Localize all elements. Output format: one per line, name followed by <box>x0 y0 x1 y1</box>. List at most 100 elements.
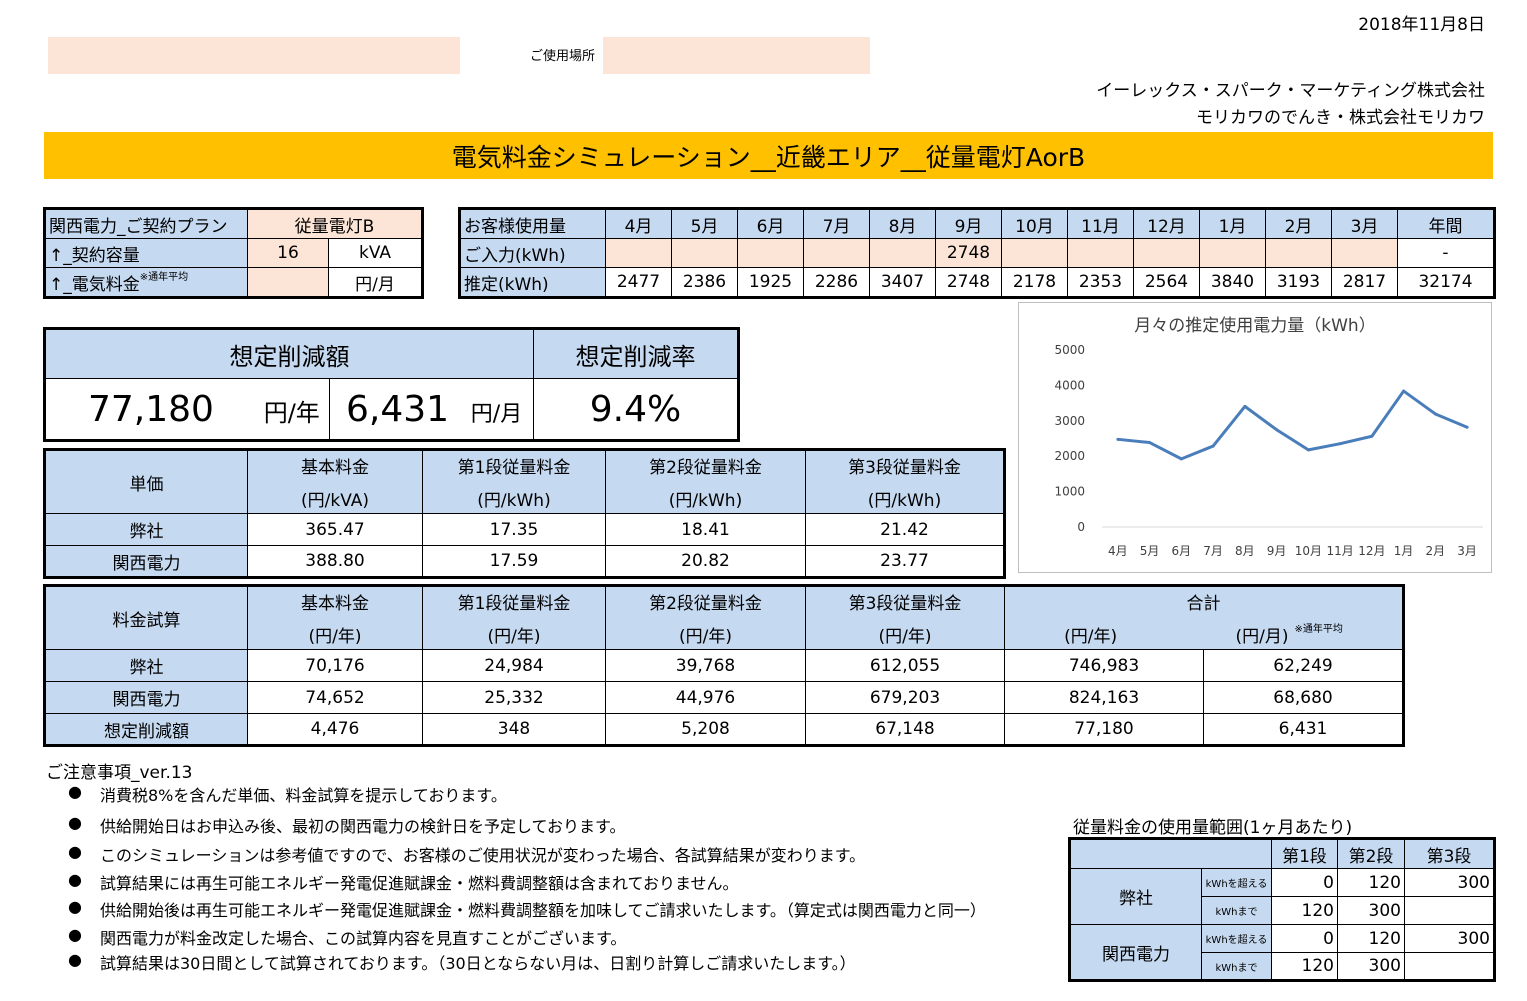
range-header: 第1段 <box>1271 838 1338 869</box>
usage-input-total: - <box>1397 238 1495 268</box>
issue-date: 2018年11月8日 <box>1358 15 1485 35</box>
table-cell: 300 <box>1337 896 1405 925</box>
table-cell: 62,249 <box>1202 649 1405 682</box>
usage-input-cell[interactable] <box>803 238 870 268</box>
month-header: 4月 <box>605 208 672 239</box>
year-header: 年間 <box>1397 208 1495 239</box>
bill-value[interactable] <box>247 267 329 298</box>
usage-estimate-row: 推定(kWh) 2477 2386 1925 2286 3407 2748 21… <box>459 267 1495 298</box>
data-point <box>1338 442 1342 446</box>
data-point <box>1116 437 1120 441</box>
table-cell: 18.41 <box>605 513 806 546</box>
data-point <box>1402 389 1406 393</box>
fee-calc-corner: 料金試算 <box>44 585 248 650</box>
plan-value[interactable]: 従量電灯B <box>246 208 424 239</box>
bullet-icon: ● <box>68 897 82 916</box>
table-cell: 120 <box>1271 952 1338 981</box>
place-label: ご使用場所 <box>530 49 596 64</box>
savings-yearly-unit: 円/年 <box>263 398 320 427</box>
unit-price-table: 単価 基本料金 (円/kVA) 第1段従量料金 (円/kWh) 第2段従量料金 (円/… <box>43 448 1006 579</box>
month-header: 2月 <box>1265 208 1332 239</box>
page-title: 電気料金シミュレーション__近畿エリア__従量電灯AorB <box>451 142 1086 172</box>
month-header: 7月 <box>803 208 870 239</box>
usage-estimate-cell: 2748 <box>935 267 1002 298</box>
usage-estimate-cell: 2564 <box>1133 267 1200 298</box>
table-cell: 74,652 <box>247 681 423 714</box>
table-cell: 77,180 <box>1004 713 1204 746</box>
usage-chart-panel: 月々の推定使用電力量（kWh） 0 1000 2000 3000 4000 5000 4月 5… <box>1018 302 1492 573</box>
y-tick-label: 2000 <box>1054 449 1085 463</box>
table-cell: 365.47 <box>247 513 423 546</box>
customer-name-field <box>48 37 460 74</box>
row-label: 関西電力 <box>1069 924 1202 981</box>
table-cell: 6,431 <box>1202 713 1405 746</box>
usage-input-cell[interactable] <box>1067 238 1134 268</box>
usage-input-cell[interactable] <box>737 238 804 268</box>
usage-input-cell[interactable] <box>1199 238 1266 268</box>
fee-calc-header: 基本料金 (円/年) <box>247 585 423 650</box>
usage-estimate-cell: 2178 <box>1001 267 1068 298</box>
month-header: 11月 <box>1067 208 1134 239</box>
x-tick-label: 2月 <box>1426 544 1446 558</box>
usage-header-label: お客様使用量 <box>459 208 606 239</box>
table-row: kWhまで 120 300 <box>1070 896 1495 925</box>
table-cell: 300 <box>1404 868 1495 897</box>
table-cell: 120 <box>1337 924 1405 953</box>
table-row: 関西電力 74,652 25,332 44,976 679,203 824,16… <box>44 681 1405 714</box>
data-point <box>1370 434 1374 438</box>
table-cell: 0 <box>1271 924 1338 953</box>
table-cell: 17.35 <box>422 513 606 546</box>
table-cell: 300 <box>1404 924 1495 953</box>
table-row: 関西電力 388.80 17.59 20.82 23.77 <box>44 545 1005 578</box>
row-label: 関西電力 <box>44 545 248 578</box>
upto-label: kWhまで <box>1201 952 1272 981</box>
upto-label: kWhまで <box>1201 896 1272 925</box>
row-label: 想定削減額 <box>44 713 248 746</box>
table-cell: 39,768 <box>605 649 806 682</box>
usage-input-cell[interactable] <box>605 238 672 268</box>
usage-series-line <box>1117 389 1468 461</box>
month-header: 6月 <box>737 208 804 239</box>
row-label: 弊社 <box>44 513 248 546</box>
table-cell: 824,163 <box>1004 681 1204 714</box>
month-header: 10月 <box>1001 208 1068 239</box>
range-table: 第1段 第2段 第3段 弊社 kWhを超える 0 120 300 kWhまで 1… <box>1068 837 1496 982</box>
chart-title: 月々の推定使用電力量（kWh） <box>1134 316 1376 336</box>
x-tick-label: 3月 <box>1457 544 1477 558</box>
usage-estimate-cell: 2817 <box>1331 267 1398 298</box>
table-row: 想定削減額 4,476 348 5,208 67,148 77,180 6,43… <box>44 713 1405 746</box>
data-point <box>1275 428 1279 432</box>
x-tick-label: 12月 <box>1358 544 1385 558</box>
usage-input-cell[interactable] <box>671 238 738 268</box>
usage-estimate-cell: 1925 <box>737 267 804 298</box>
note-item: 関西電力が料金改定した場合、この試算内容を見直すことがございます。 <box>100 929 627 948</box>
usage-input-cell[interactable] <box>1001 238 1068 268</box>
range-title: 従量料金の使用量範囲(1ヶ月あたり) <box>1073 818 1353 838</box>
data-point <box>1306 448 1310 452</box>
table-cell: 44,976 <box>605 681 806 714</box>
capacity-value[interactable]: 16 <box>247 238 329 268</box>
usage-input-cell[interactable] <box>1331 238 1398 268</box>
usage-input-cell[interactable] <box>1133 238 1200 268</box>
table-cell: 120 <box>1337 868 1405 897</box>
usage-input-row: ご入力(kWh) 2748 - <box>459 238 1495 268</box>
unit-price-header: 基本料金 (円/kVA) <box>247 449 423 514</box>
fee-calc-header: 第1段従量料金 (円/年) <box>422 585 606 650</box>
usage-estimate-cell: 2286 <box>803 267 870 298</box>
over-label: kWhを超える <box>1201 924 1272 953</box>
bill-unit: 円/月 <box>327 267 424 298</box>
usage-input-cell[interactable] <box>869 238 936 268</box>
usage-input-cell[interactable] <box>1265 238 1332 268</box>
table-row: 弊社 365.47 17.35 18.41 21.42 <box>44 513 1005 546</box>
savings-monthly-unit: 円/月 <box>470 401 523 427</box>
y-tick-label: 3000 <box>1054 414 1085 428</box>
over-label: kWhを超える <box>1201 868 1272 897</box>
savings-rate-value: 9.4% <box>533 378 739 441</box>
unit-price-header: 第2段従量料金 (円/kWh) <box>605 449 806 514</box>
savings-yearly-value: 77,180 <box>88 388 214 430</box>
usage-input-cell[interactable]: 2748 <box>935 238 1002 268</box>
usage-estimate-cell: 2477 <box>605 267 672 298</box>
table-cell: 348 <box>422 713 606 746</box>
table-cell: 4,476 <box>247 713 423 746</box>
bullet-icon: ● <box>68 842 82 861</box>
